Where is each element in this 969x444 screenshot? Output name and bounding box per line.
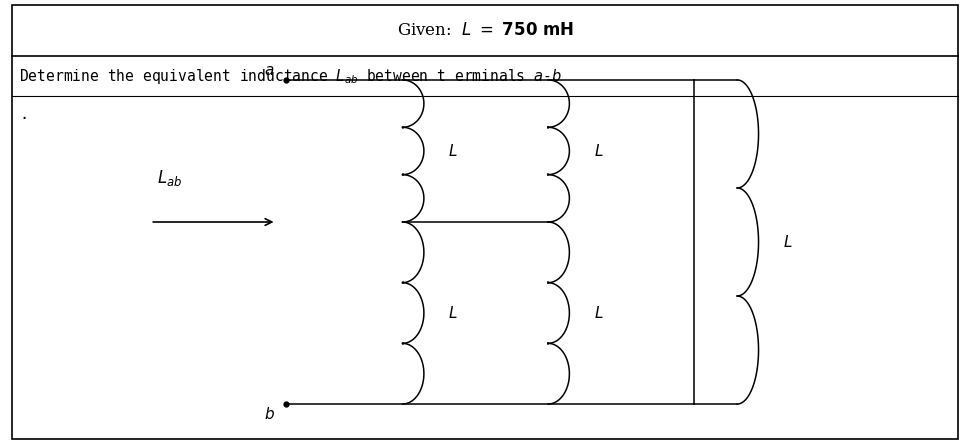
Text: $L$: $L$: [448, 143, 457, 159]
Text: $L_{ab}$: $L_{ab}$: [157, 167, 182, 188]
Text: Determine the equivalent inductance $L_{ab}$ between t erminals $a$-$b$: Determine the equivalent inductance $L_{…: [19, 67, 562, 86]
Text: $L$: $L$: [593, 143, 603, 159]
Text: $a$: $a$: [264, 63, 274, 78]
Text: $L$: $L$: [782, 234, 792, 250]
Text: $L$: $L$: [448, 305, 457, 321]
Text: Given:  $L$ $=$ $\mathbf{750\ mH}$: Given: $L$ $=$ $\mathbf{750\ mH}$: [396, 22, 573, 40]
Text: .: .: [19, 107, 28, 122]
Text: $b$: $b$: [264, 406, 274, 422]
Text: $L$: $L$: [593, 305, 603, 321]
